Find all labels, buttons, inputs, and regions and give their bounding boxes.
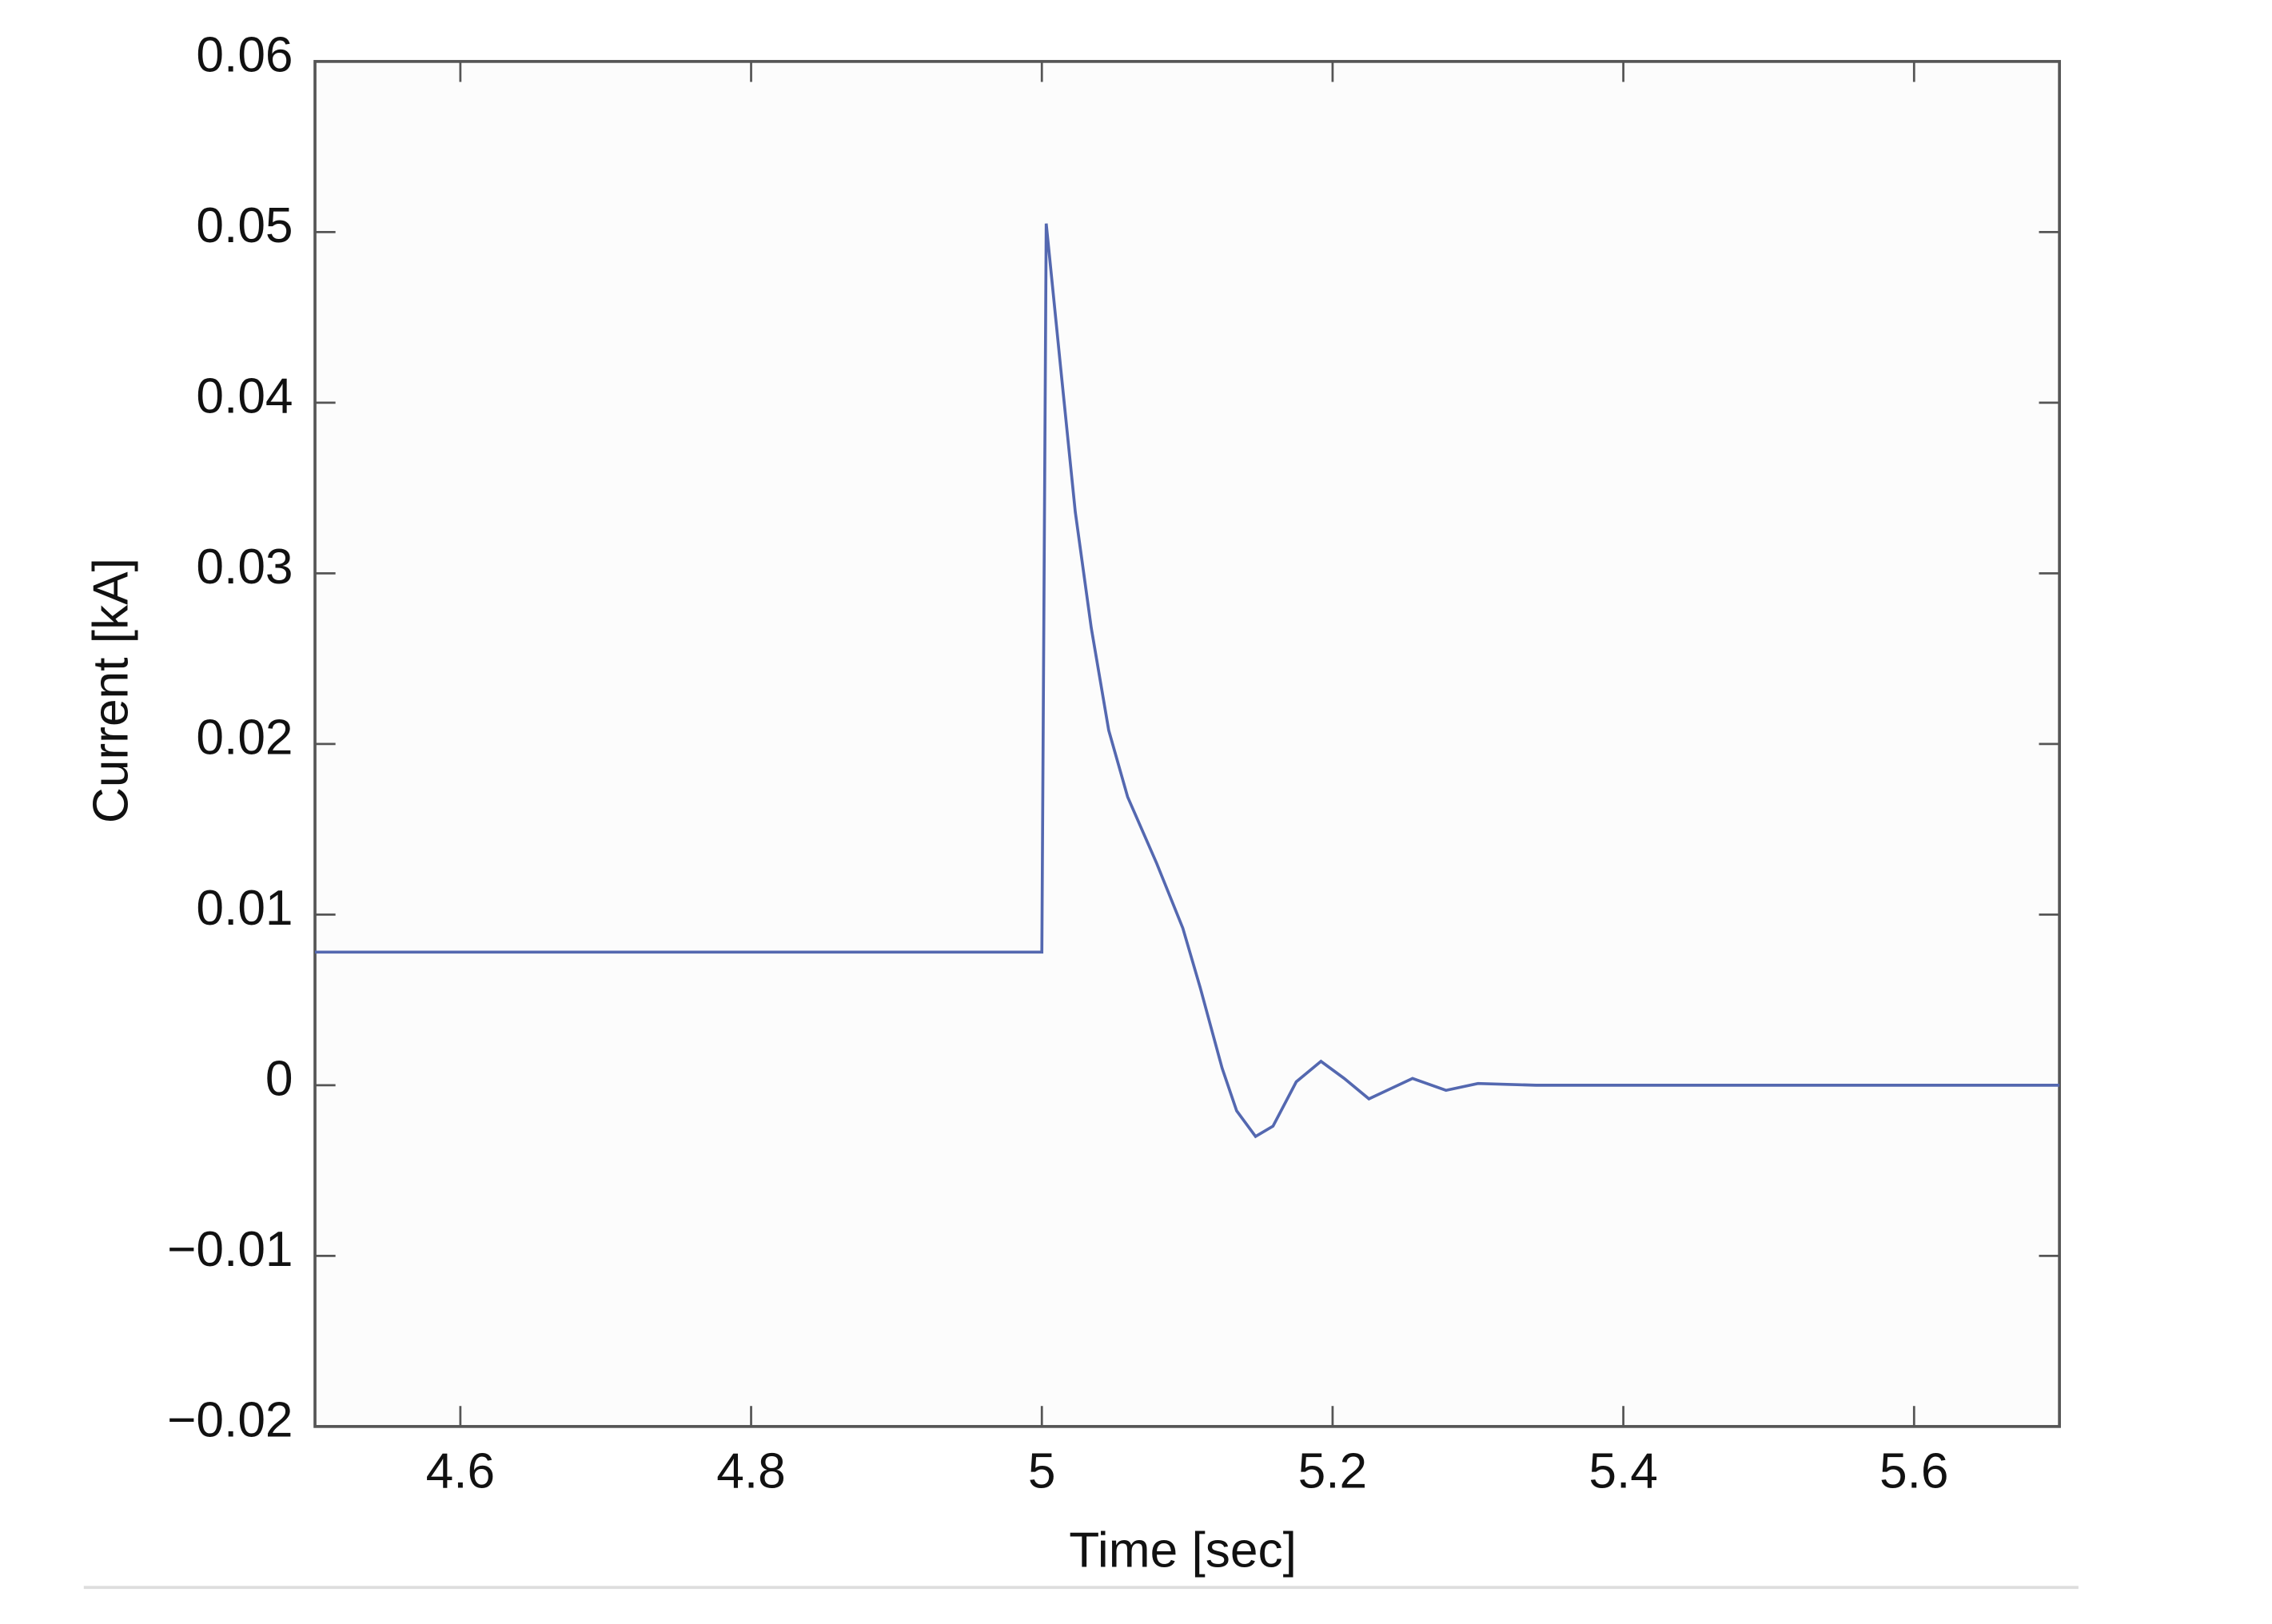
y-tick-label: 0.03 xyxy=(196,539,293,595)
x-tick-label: 5.2 xyxy=(1298,1444,1368,1499)
y-tick-label: 0.02 xyxy=(196,710,293,766)
y-tick-label: 0.04 xyxy=(196,369,293,424)
y-axis-label: Current [kA] xyxy=(84,558,139,823)
x-tick-label: 4.8 xyxy=(716,1444,786,1499)
x-tick-label: 5 xyxy=(1028,1444,1056,1499)
y-tick-label: −0.02 xyxy=(167,1393,293,1448)
y-tick-label: 0 xyxy=(265,1052,293,1107)
y-tick-label: 0.05 xyxy=(196,198,293,253)
plot-area xyxy=(315,61,2060,1427)
x-tick-label: 5.4 xyxy=(1588,1444,1658,1499)
x-axis-label: Time [sec] xyxy=(1069,1523,1297,1578)
axes-frame xyxy=(313,60,2061,1428)
x-tick-label: 5.6 xyxy=(1879,1444,1949,1499)
y-tick-label: −0.01 xyxy=(167,1222,293,1277)
x-tick-label: 4.6 xyxy=(426,1444,496,1499)
data-line xyxy=(315,223,2060,1139)
y-tick-label: 0.06 xyxy=(196,28,293,83)
y-tick-label: 0.01 xyxy=(196,881,293,936)
